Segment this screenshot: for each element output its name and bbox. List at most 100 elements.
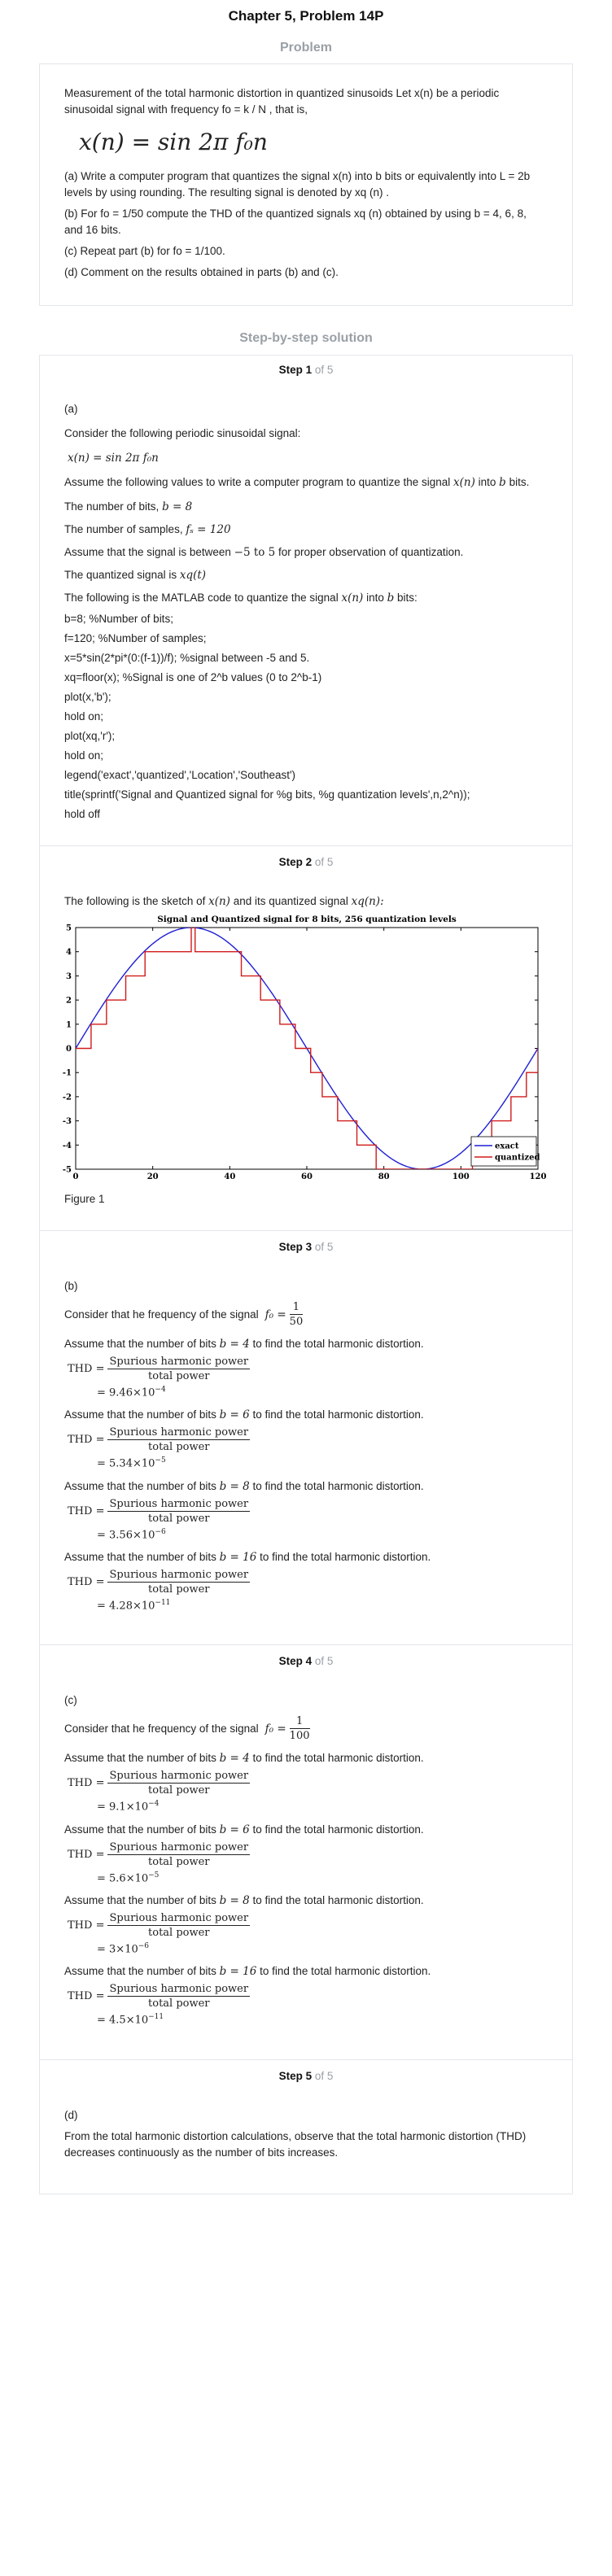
problem-part-d: (d) Comment on the results obtained in p… — [64, 266, 339, 278]
x-tick-label: 20 — [147, 1172, 159, 1181]
step-2-text-1: The following is the sketch of x(n) and … — [64, 895, 384, 908]
thd-assumption: Assume that the number of bits b = 4 to … — [64, 1338, 424, 1351]
y-tick-label: -5 — [63, 1166, 72, 1175]
y-tick-label: -3 — [63, 1117, 72, 1126]
step-1-text-4: The number of samples, fₛ = 120 — [64, 523, 231, 536]
step-3-part: (b) — [64, 1280, 78, 1292]
thd-formula: THD = Spurious harmonic power total power — [68, 1497, 251, 1525]
y-tick-label: 4 — [66, 948, 72, 957]
code-line: hold on; — [64, 749, 104, 762]
thd-assumption: Assume that the number of bits b = 6 to … — [64, 1408, 424, 1422]
code-line: plot(x,'b'); — [64, 691, 111, 703]
step-1-part: (a) — [64, 403, 78, 415]
thd-assumption: Assume that the number of bits b = 16 to… — [64, 1965, 431, 1979]
code-line: f=120; %Number of samples; — [64, 632, 207, 644]
thd-item: Assume that the number of bits b = 8 to … — [64, 1893, 548, 1955]
code-line: hold on; — [64, 710, 104, 723]
problem-card: Measurement of the total harmonic distor… — [39, 63, 573, 306]
y-tick-label: -1 — [63, 1069, 72, 1078]
thd-formula: THD = Spurious harmonic power total power — [68, 1983, 251, 2011]
matlab-code: b=8; %Number of bits; f=120; %Number of … — [64, 611, 548, 823]
step-3: Step 3 of 5 (b) Consider that he frequen… — [40, 1230, 572, 1644]
thd-value: = 5.34×10−5 — [97, 1456, 166, 1470]
thd-item: Assume that the number of bits b = 16 to… — [64, 1549, 548, 1612]
problem-intro: Measurement of the total harmonic distor… — [64, 87, 500, 116]
y-tick-label: -4 — [63, 1142, 72, 1150]
thd-value: = 4.5×10−11 — [97, 2013, 164, 2027]
quantization-chart: Signal and Quantized signal for 8 bits, … — [63, 915, 546, 1181]
x-tick-label: 100 — [452, 1172, 470, 1181]
step-3-freq: Consider that he frequency of the signal… — [64, 1301, 304, 1328]
solution-card: Step 1 of 5 (a) Consider the following p… — [39, 355, 573, 2194]
thd-value: = 3.56×10−6 — [97, 1527, 166, 1541]
step-3-header: Step 3 of 5 — [278, 1241, 334, 1253]
step-5-part: (d) — [64, 2108, 78, 2121]
step-2: Step 2 of 5 The following is the sketch … — [40, 845, 572, 1230]
figure-caption: Figure 1 — [64, 1193, 105, 1205]
code-line: xq=floor(x); %Signal is one of 2^b value… — [64, 671, 322, 683]
x-tick-label: 80 — [378, 1172, 390, 1181]
freq-fraction: 1 100 — [289, 1715, 310, 1743]
y-tick-label: 0 — [66, 1045, 72, 1054]
thd-formula: THD = Spurious harmonic power total power — [68, 1770, 251, 1797]
y-tick-label: 5 — [66, 924, 72, 933]
step-5-text: From the total harmonic distortion calcu… — [64, 2129, 527, 2159]
x-tick-label: 60 — [301, 1172, 313, 1181]
code-line: b=8; %Number of bits; — [64, 613, 173, 625]
thd-value: = 4.28×10−11 — [97, 1598, 171, 1613]
freq-fraction: 1 50 — [289, 1301, 304, 1328]
x-tick-label: 120 — [530, 1172, 546, 1181]
thd-value: = 3×10−6 — [97, 1941, 150, 1956]
thd-item: Assume that the number of bits b = 4 to … — [64, 1750, 548, 1813]
thd-formula: THD = Spurious harmonic power total power — [68, 1568, 251, 1596]
legend-label: exact — [495, 1142, 519, 1151]
step-1-text-1: Consider the following periodic sinusoid… — [64, 427, 301, 439]
thd-item: Assume that the number of bits b = 4 to … — [64, 1336, 548, 1399]
chart-title: Signal and Quantized signal for 8 bits, … — [157, 915, 457, 924]
thd-assumption: Assume that the number of bits b = 4 to … — [64, 1752, 424, 1766]
problem-part-b: (b) For fo = 1/50 compute the THD of the… — [64, 207, 527, 236]
thd-value: = 9.46×10−4 — [97, 1386, 166, 1399]
step-1-text-2: Assume the following values to write a c… — [64, 476, 530, 489]
thd-formula: THD = Spurious harmonic power total power — [68, 1356, 251, 1382]
thd-fraction: Spurious harmonic power total power — [107, 1840, 251, 1868]
step-2-header: Step 2 of 5 — [278, 856, 334, 868]
code-line: hold off — [64, 808, 101, 820]
thd-item: Assume that the number of bits b = 16 to… — [64, 1963, 548, 2026]
code-line: x=5*sin(2*pi*(0:(f-1))/f); %signal betwe… — [64, 652, 310, 664]
step-4: Step 4 of 5 (c) Consider that he frequen… — [40, 1644, 572, 2059]
problem-part-c: (c) Repeat part (b) for fo = 1/100. — [64, 245, 225, 257]
step-1-eq-1: x(n) = sin 2π f₀n — [68, 452, 159, 465]
thd-assumption: Assume that the number of bits b = 8 to … — [64, 1893, 424, 1907]
legend-box — [470, 1136, 537, 1167]
step-1-text-7: The following is the MATLAB code to quan… — [64, 592, 417, 605]
problem-heading: Problem — [279, 41, 332, 55]
thd-fraction: Spurious harmonic power total power — [107, 1497, 251, 1525]
y-tick-label: -2 — [63, 1093, 72, 1102]
thd-value: = 9.1×10−4 — [97, 1800, 160, 1814]
step-1-text-5: Assume that the signal is between −5 to … — [64, 546, 464, 559]
thd-fraction: Spurious harmonic power total power — [107, 1426, 251, 1454]
step-1-text-3: The number of bits, b = 8 — [64, 500, 193, 513]
thd-formula: THD = Spurious harmonic power total power — [68, 1911, 251, 1939]
x-tick-label: 0 — [73, 1172, 79, 1181]
y-tick-label: 2 — [66, 997, 72, 1006]
code-line: legend('exact','quantized','Location','S… — [64, 769, 296, 781]
step-4-header: Step 4 of 5 — [278, 1655, 334, 1668]
step-5-header: Step 5 of 5 — [278, 2069, 334, 2082]
y-tick-label: 1 — [66, 1020, 72, 1029]
page-title: Chapter 5, Problem 14P — [228, 8, 384, 24]
thd-item: Assume that the number of bits b = 6 to … — [64, 1822, 548, 1884]
thd-item: Assume that the number of bits b = 6 to … — [64, 1407, 548, 1469]
thd-item: Assume that the number of bits b = 8 to … — [64, 1478, 548, 1541]
code-line: plot(xq,'r'); — [64, 730, 116, 742]
problem-formula: x(n) = sin 2π f₀n — [79, 128, 268, 155]
step-5: Step 5 of 5 (d) From the total harmonic … — [40, 2059, 572, 2194]
thd-assumption: Assume that the number of bits b = 8 to … — [64, 1479, 424, 1493]
x-tick-label: 40 — [224, 1172, 235, 1181]
y-tick-label: 3 — [66, 972, 72, 981]
code-line: title(sprintf('Signal and Quantized sign… — [64, 788, 470, 801]
solution-heading: Step-by-step solution — [239, 331, 373, 345]
thd-value: = 5.6×10−5 — [97, 1871, 160, 1884]
thd-fraction: Spurious harmonic power total power — [107, 1983, 251, 2011]
